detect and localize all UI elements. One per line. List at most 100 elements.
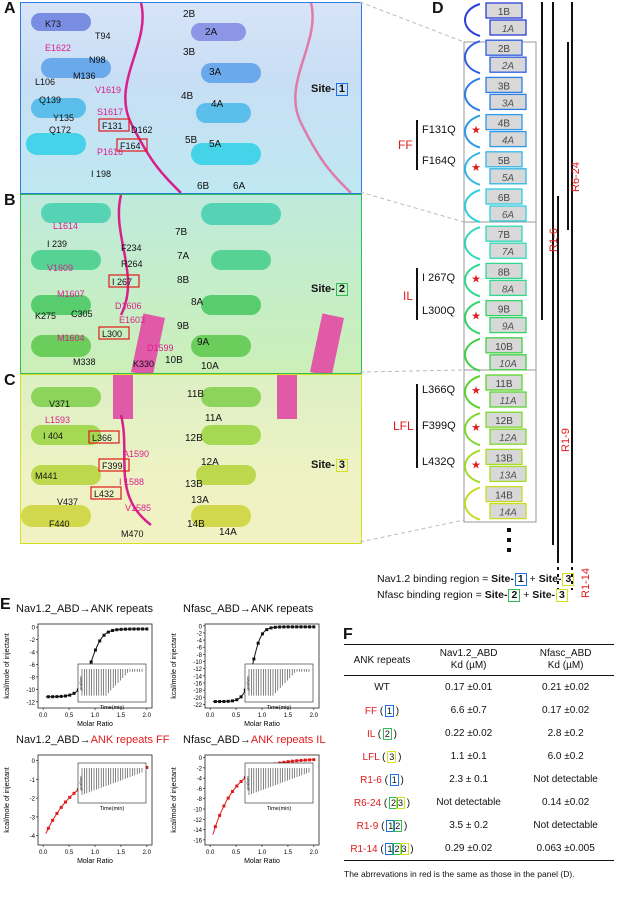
data-point: [273, 625, 277, 629]
mutation-group-il: IL: [403, 289, 414, 303]
data-point: [46, 826, 50, 830]
header-ank-repeats: ANK repeats: [353, 654, 411, 666]
site1-structure-image: K73 T94 N98 E1622 L106 M136 Q139 V1619 S…: [26, 3, 352, 193]
data-point: [286, 760, 290, 764]
label-residue: I 404: [43, 431, 63, 441]
label-repeat: 9B: [177, 321, 190, 332]
label-repeat: 6B: [197, 181, 210, 192]
label-residue: V1609: [47, 263, 73, 273]
mutation-group-lfl: LFL: [393, 419, 414, 433]
inset-y-label: µcal/sec: [245, 776, 250, 791]
data-point: [132, 627, 136, 631]
data-point: [252, 657, 256, 661]
repeat-helix-a: [489, 465, 527, 483]
repeat-loop: [464, 226, 481, 261]
label-residue: K275: [35, 311, 56, 321]
repeat-helix-b: [485, 76, 523, 94]
label-residue: F440: [49, 519, 70, 529]
repeat-helix-b: [485, 188, 523, 205]
label-residue: T94: [95, 31, 111, 41]
data-point: [222, 699, 226, 703]
label-residue: I 239: [47, 239, 67, 249]
repeat-label-a: 2A: [501, 61, 515, 72]
y-tick-label: 0: [199, 756, 203, 762]
itc-plot-1: 0 -2 -4 -6 -8 -10 -12 0.0 0.5 1.0 1.5 2.0 Molar Rati…: [4, 623, 153, 728]
data-point: [303, 758, 307, 762]
inset-raw-heat: [77, 663, 147, 703]
y-tick-label: -3: [30, 815, 36, 821]
repeat-loop: [464, 40, 481, 75]
kd-row-name: LFL ( 3 ): [362, 750, 402, 763]
y-tick-label: 0: [199, 624, 203, 630]
panel-letter-c: C: [4, 372, 16, 389]
site-badge: 3: [387, 750, 397, 763]
label-residue: L106: [35, 77, 55, 87]
site-badge: 2: [382, 727, 392, 740]
panel-letter-b: B: [4, 192, 16, 209]
repeat-label-b: 5B: [498, 156, 511, 167]
label-repeat: 10B: [165, 355, 183, 366]
y-tick-label: -1: [30, 778, 36, 784]
repeat-label-a: 6A: [502, 210, 515, 221]
x-axis-label: Molar Ratio: [244, 858, 280, 865]
label-residue: C305: [71, 309, 93, 319]
mutation-f399q: F399Q: [422, 420, 456, 432]
label-residue: K330: [133, 359, 154, 369]
label-residue: Q139: [39, 95, 61, 105]
repeat-label-a: 11A: [499, 396, 516, 407]
kd-table: ANK repeats Nav1.2_ABD Kd (µM) Nfasc_ABD K…: [344, 645, 614, 860]
repeat-helix-b: [485, 299, 523, 317]
itc-plot-3: 0 -1 -2 -3 -4 0.0 0.5 1.0 1.5 2.0 Molar Ratio kcal/…: [4, 754, 153, 865]
label-residue: Q172: [49, 125, 71, 135]
label-residue: M441: [35, 471, 58, 481]
mutation-group-ff: FF: [398, 138, 413, 152]
itc-title-3: Nav1.2_ABD→ANK repeats FF: [16, 734, 170, 746]
itc-title-4: Nfasc_ABD→ANK repeats IL: [183, 734, 326, 746]
repeat-helix-a: [489, 19, 527, 36]
repeat-helix-a: [489, 502, 527, 520]
x-axis-label: Molar Ratio: [77, 858, 113, 865]
data-point: [141, 627, 145, 631]
y-tick-label: -4: [30, 651, 36, 657]
data-point: [145, 765, 149, 769]
kd-nav12: 6.6 ±0.7: [450, 705, 487, 716]
repeat-label-b: 7B: [498, 230, 511, 241]
x-tick-label: 1.0: [91, 850, 100, 856]
label-residue: E1622: [45, 43, 71, 53]
label-residue: L1593: [45, 415, 70, 425]
kd-nav12: 0.17 ±0.01: [445, 682, 493, 693]
repeat-helix-a: [489, 428, 527, 445]
repeat-helix-b: [485, 485, 523, 503]
label-residue: L366: [92, 433, 112, 443]
kd-row: FF ( 1 ) 6.6 ±0.7 0.17 ±0.02: [344, 699, 614, 722]
x-tick-label: 0.0: [206, 713, 215, 719]
label-residue: M470: [121, 529, 144, 539]
repeat-label-a: 3A: [502, 98, 515, 109]
repeat-helix-a: [489, 316, 527, 334]
y-tick-label: -6: [30, 663, 36, 669]
label-repeat: 6A: [233, 181, 246, 192]
ankyrin-repeat-diagram: 1B 1A 2B 2A 3B 3A 4B 4A 5B 5A 6B 6A 7B 7A 8B 8A 9B 9A 10B 1…: [360, 1, 573, 590]
data-point: [226, 699, 230, 703]
kd-table-container: ANK repeats Nav1.2_ABD Kd (µM) Nfasc_ABD K…: [344, 644, 614, 861]
y-tick-label: -6: [197, 787, 203, 793]
binding-region-nfasc: Nfasc binding region = Site- 2 + Site- 3: [377, 589, 568, 602]
itc-title-1: Nav1.2_ABD→ANK repeats: [16, 603, 153, 615]
repeat-loop: [464, 3, 481, 37]
repeat-helix-b: [485, 374, 523, 391]
data-point: [299, 625, 303, 629]
repeat-loop: [464, 337, 481, 372]
label-repeat: 10A: [201, 361, 219, 372]
x-axis-label: Molar Ratio: [244, 721, 280, 728]
y-tick-label: -4: [197, 639, 203, 645]
site-badge: 1: [385, 842, 395, 855]
itc-title-2: Nfasc_ABD→ANK repeats: [183, 603, 314, 615]
data-point: [59, 805, 63, 809]
repeat-label-b: 13B: [495, 453, 513, 464]
repeat-label-a: 5A: [502, 173, 515, 184]
y-tick-label: -20: [193, 696, 202, 702]
inset-y-label: µcal/sec: [245, 676, 250, 691]
x-tick-label: 0.0: [39, 850, 48, 856]
mutation-f131q: F131Q: [422, 124, 456, 136]
